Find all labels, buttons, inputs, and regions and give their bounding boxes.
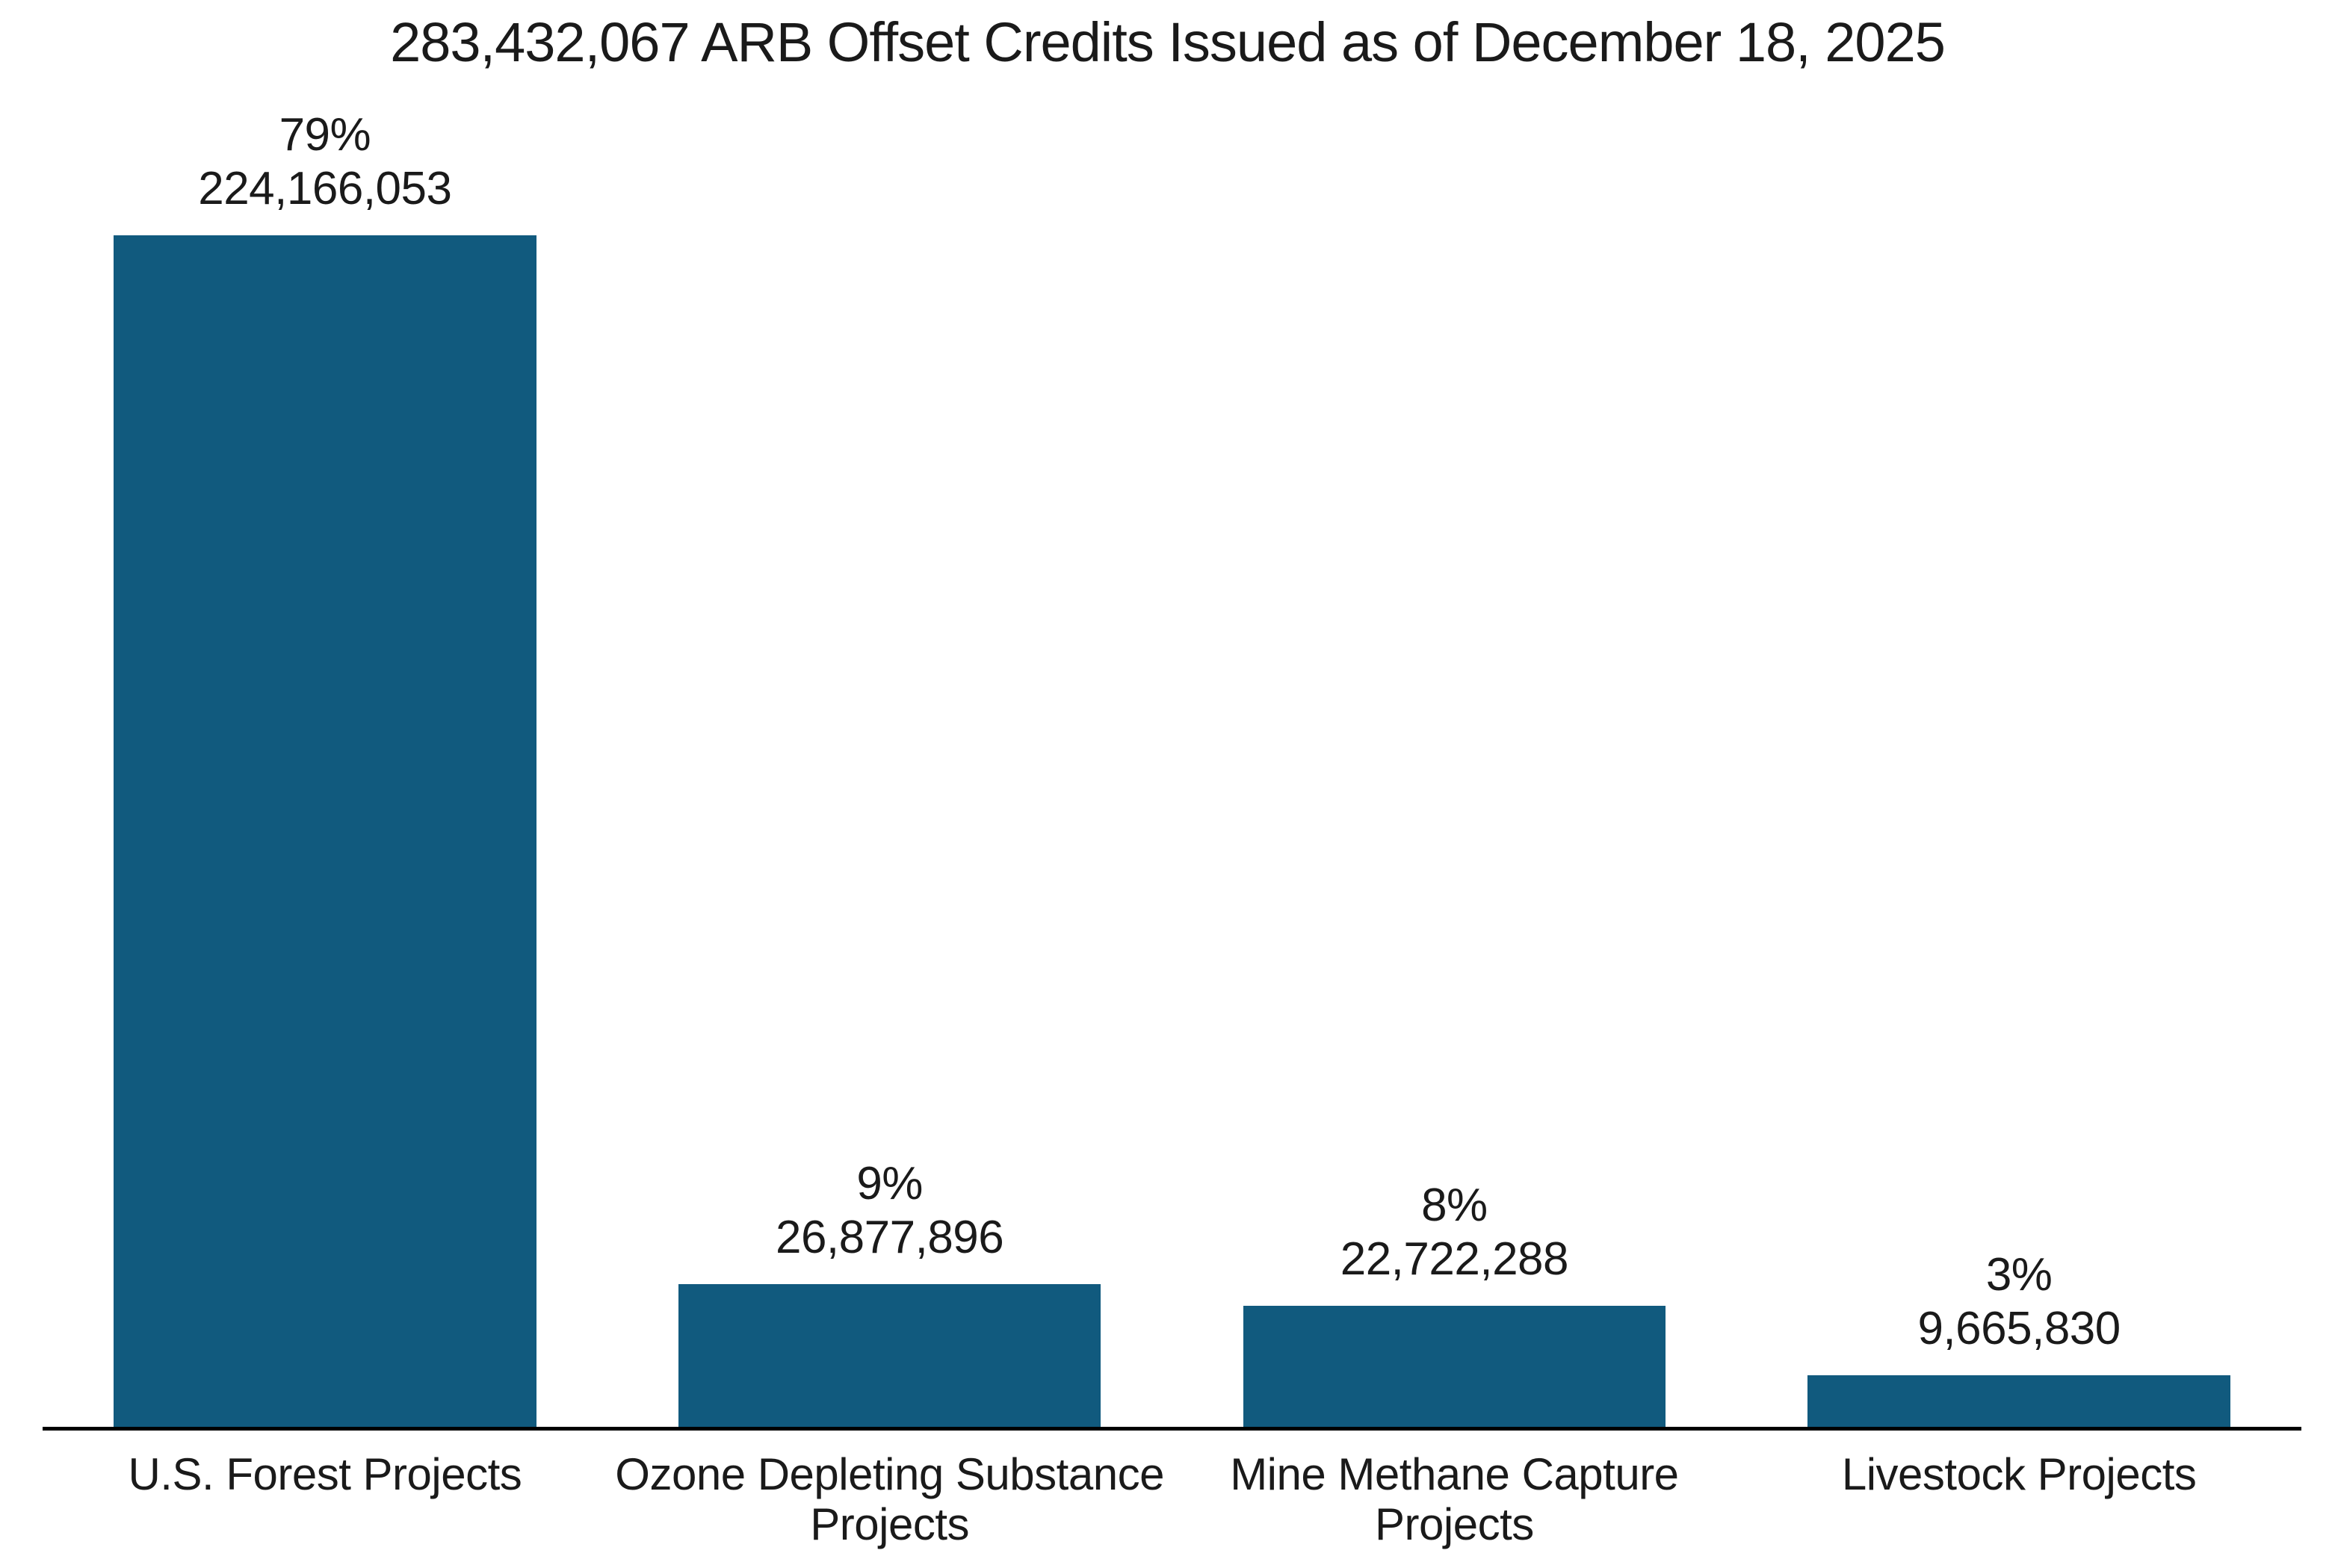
category-line: Projects [1375, 1499, 1534, 1550]
bar-value-ozone: 26,877,896 [775, 1212, 1004, 1264]
bar-label-mine-methane: 8% 22,722,288 [1340, 1179, 1569, 1286]
bar-us-forest [114, 235, 536, 1427]
bar-percent-livestock: 3% [1985, 1249, 2053, 1301]
category-label-mine-methane: Mine Methane Capture Projects [1172, 1449, 1737, 1549]
category-line: Projects [810, 1499, 969, 1550]
category-label-ozone: Ozone Depleting Substance Projects [607, 1449, 1172, 1549]
category-line: U.S. Forest Projects [128, 1449, 522, 1499]
bar-livestock [1807, 1375, 2230, 1427]
bar-value-mine-methane: 22,722,288 [1340, 1233, 1569, 1286]
bar-group-livestock: 3% 9,665,830 [1736, 97, 2301, 1427]
bar-label-livestock: 3% 9,665,830 [1917, 1248, 2121, 1356]
category-line: Livestock Projects [1841, 1449, 2197, 1499]
bar-label-ozone: 9% 26,877,896 [775, 1157, 1004, 1265]
bar-group-ozone: 9% 26,877,896 [607, 97, 1172, 1427]
category-label-livestock: Livestock Projects [1736, 1449, 2301, 1549]
category-line: Ozone Depleting Substance [615, 1449, 1164, 1499]
bar-group-mine-methane: 8% 22,722,288 [1172, 97, 1737, 1427]
bar-percent-us-forest: 79% [279, 109, 371, 161]
plot-area: 79% 224,166,053 9% 26,877,896 8% 22,722,… [43, 97, 2301, 1431]
bar-ozone [678, 1284, 1101, 1427]
category-label-us-forest: U.S. Forest Projects [43, 1449, 607, 1549]
bar-mine-methane [1243, 1306, 1666, 1427]
category-line: Mine Methane Capture [1230, 1449, 1679, 1499]
bar-value-us-forest: 224,166,053 [198, 163, 452, 215]
bar-percent-mine-methane: 8% [1421, 1180, 1488, 1232]
bar-percent-ozone: 9% [856, 1158, 923, 1210]
bar-group-us-forest: 79% 224,166,053 [43, 97, 607, 1427]
bar-value-livestock: 9,665,830 [1917, 1303, 2121, 1355]
chart-title: 283,432,067 ARB Offset Credits Issued as… [390, 11, 1946, 73]
category-axis: U.S. Forest Projects Ozone Depleting Sub… [43, 1449, 2301, 1549]
bar-label-us-forest: 79% 224,166,053 [198, 108, 452, 216]
